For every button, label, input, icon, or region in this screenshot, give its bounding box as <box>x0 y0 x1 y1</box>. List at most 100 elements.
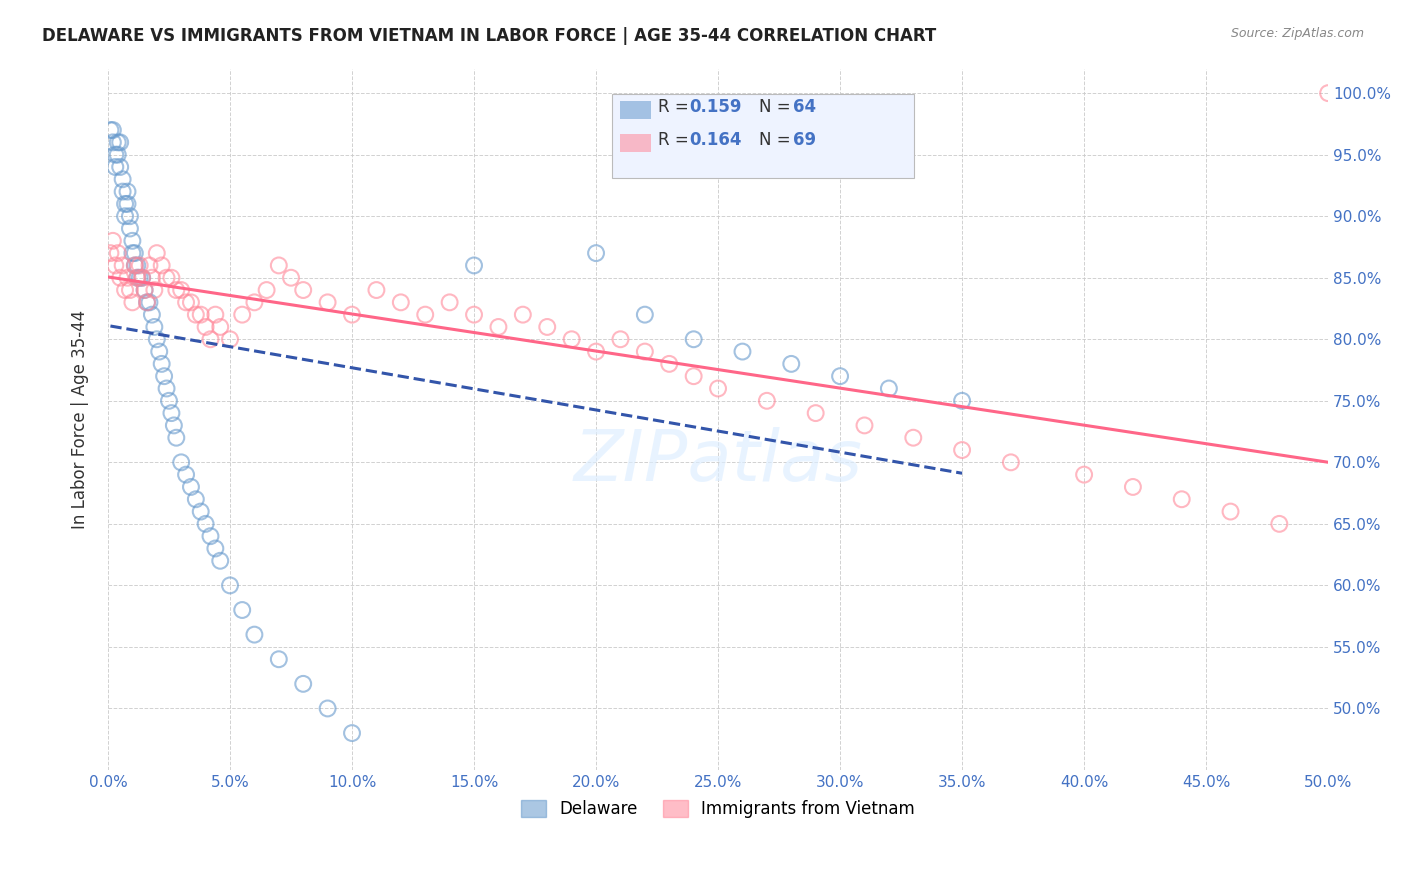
Point <box>463 259 485 273</box>
Point <box>853 418 876 433</box>
Point <box>101 123 124 137</box>
Point <box>100 123 122 137</box>
Point <box>184 492 207 507</box>
Point <box>107 147 129 161</box>
Point <box>107 246 129 260</box>
Point <box>165 431 187 445</box>
Point <box>200 332 222 346</box>
Point <box>204 541 226 556</box>
Point <box>143 320 166 334</box>
Point <box>108 270 131 285</box>
Point <box>134 283 156 297</box>
Text: 0.164: 0.164 <box>689 131 741 149</box>
Point <box>160 406 183 420</box>
Y-axis label: In Labor Force | Age 35-44: In Labor Force | Age 35-44 <box>72 310 89 529</box>
Point <box>146 332 169 346</box>
Point <box>1317 86 1340 100</box>
Legend: Delaware, Immigrants from Vietnam: Delaware, Immigrants from Vietnam <box>515 793 921 825</box>
Point <box>118 221 141 235</box>
Text: 64: 64 <box>793 98 815 116</box>
Text: R =: R = <box>658 98 695 116</box>
Point <box>121 246 143 260</box>
Point <box>146 246 169 260</box>
Point <box>219 578 242 592</box>
Point <box>536 320 558 334</box>
Point <box>903 431 925 445</box>
Point <box>316 295 339 310</box>
Point <box>194 516 217 531</box>
Point <box>136 295 159 310</box>
Point <box>118 283 141 297</box>
Point <box>174 295 197 310</box>
Text: 69: 69 <box>793 131 815 149</box>
Point <box>488 320 510 334</box>
Point <box>682 332 704 346</box>
Point <box>170 283 193 297</box>
Point <box>561 332 583 346</box>
Point <box>117 197 139 211</box>
Point <box>682 369 704 384</box>
Point <box>124 246 146 260</box>
Point <box>340 308 363 322</box>
Point <box>340 726 363 740</box>
Point <box>127 270 149 285</box>
Point <box>138 295 160 310</box>
Point <box>950 443 973 458</box>
Point <box>1073 467 1095 482</box>
Point <box>209 554 232 568</box>
Point <box>828 369 851 384</box>
Point <box>114 197 136 211</box>
Point <box>108 136 131 150</box>
Point <box>585 344 607 359</box>
Point <box>634 308 657 322</box>
Point <box>755 393 778 408</box>
Point <box>243 627 266 641</box>
Text: 0.159: 0.159 <box>689 98 741 116</box>
Point <box>634 344 657 359</box>
Point <box>121 295 143 310</box>
Point <box>155 270 177 285</box>
Text: R =: R = <box>658 131 695 149</box>
Point <box>104 160 127 174</box>
Point <box>128 270 150 285</box>
Point <box>1000 455 1022 469</box>
Point <box>267 652 290 666</box>
Point <box>141 308 163 322</box>
Point <box>174 467 197 482</box>
Point <box>165 283 187 297</box>
Point <box>200 529 222 543</box>
Point <box>124 259 146 273</box>
Point <box>148 344 170 359</box>
Point <box>111 172 134 186</box>
Text: Source: ZipAtlas.com: Source: ZipAtlas.com <box>1230 27 1364 40</box>
Point <box>209 320 232 334</box>
Point <box>256 283 278 297</box>
Point <box>117 185 139 199</box>
Point <box>180 480 202 494</box>
Point <box>136 295 159 310</box>
Point <box>107 136 129 150</box>
Point <box>267 259 290 273</box>
Point <box>184 308 207 322</box>
Point <box>190 504 212 518</box>
Point <box>1219 504 1241 518</box>
Point <box>131 270 153 285</box>
Point <box>100 246 122 260</box>
Point <box>389 295 412 310</box>
Point <box>804 406 827 420</box>
Point <box>366 283 388 297</box>
Point <box>141 270 163 285</box>
Point <box>153 369 176 384</box>
Point <box>127 270 149 285</box>
Point <box>731 344 754 359</box>
Text: N =: N = <box>759 131 796 149</box>
Point <box>280 270 302 285</box>
Text: N =: N = <box>759 98 796 116</box>
Point <box>231 603 253 617</box>
Point <box>170 455 193 469</box>
Point <box>101 234 124 248</box>
Point <box>1122 480 1144 494</box>
Point <box>950 393 973 408</box>
Point <box>108 160 131 174</box>
Point <box>155 382 177 396</box>
